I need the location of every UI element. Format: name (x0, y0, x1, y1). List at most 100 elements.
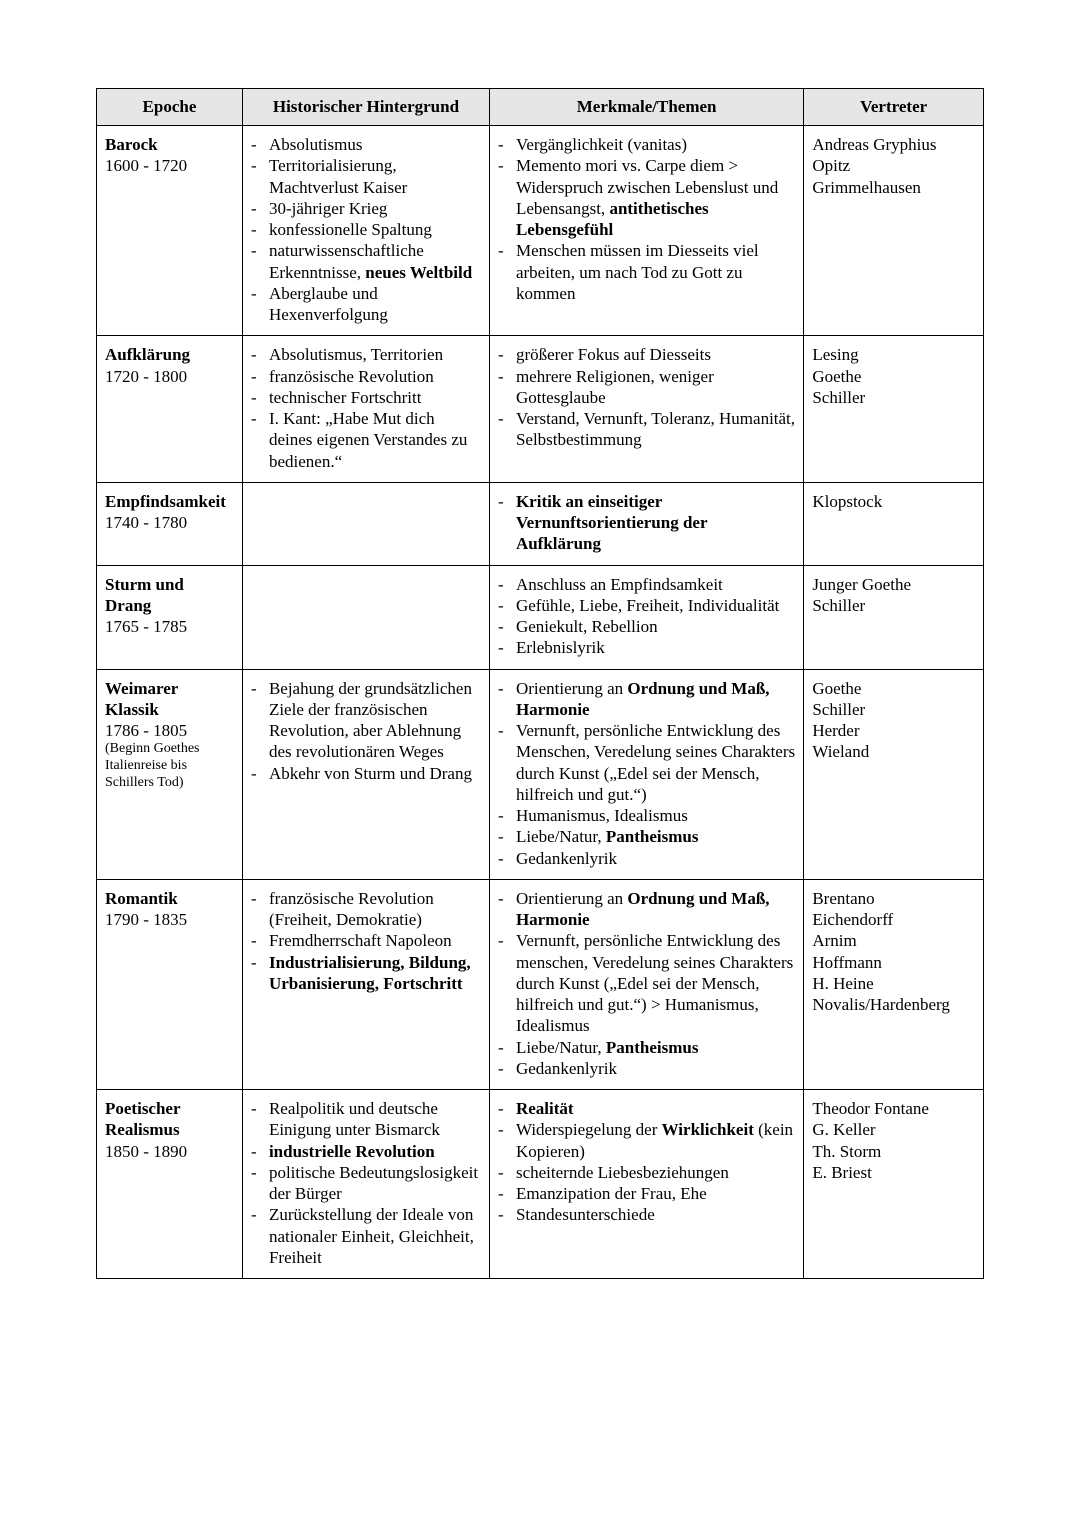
cell-merk: RealitätWiderspiegelung der Wirklichkeit… (489, 1090, 803, 1279)
cell-merk: Orientierung an Ordnung und Maß, Harmoni… (489, 879, 803, 1089)
table-body: Barock1600 - 1720AbsolutismusTerritorial… (97, 126, 984, 1279)
vertreter-name: E. Briest (812, 1162, 975, 1183)
list-item: Industrialisierung, Bildung, Urbanisieru… (265, 952, 481, 995)
table-row-romantik: Romantik1790 - 1835 französische Revoluti… (97, 879, 984, 1089)
hist-list: Absolutismus, Territorienfranzösische Re… (251, 344, 481, 472)
cell-hist: AbsolutismusTerritorialisierung, Machtve… (242, 126, 489, 336)
epoch-dates: 1790 - 1835 (105, 909, 234, 930)
vertreter-name: Eichendorff (812, 909, 975, 930)
cell-epoche: Empfindsamkeit1740 - 1780 (97, 482, 243, 565)
vertreter-name: Schiller (812, 699, 975, 720)
table-header: Epoche Historischer Hintergrund Merkmale… (97, 89, 984, 126)
cell-merk: größerer Fokus auf Diesseitsmehrere Reli… (489, 336, 803, 483)
list-item: Fremdherrschaft Napoleon (265, 930, 481, 951)
cell-epoche: Romantik1790 - 1835 (97, 879, 243, 1089)
cell-vert: Junger GoetheSchiller (804, 565, 984, 669)
epoch-dates: 1720 - 1800 (105, 366, 234, 387)
vertreter-name: Wieland (812, 741, 975, 762)
list-item: Realpolitik und deutsche Einigung unter … (265, 1098, 481, 1141)
hist-list: Bejahung der grundsätzlichen Ziele der f… (251, 678, 481, 784)
list-item: Zurückstellung der Ideale von nationaler… (265, 1204, 481, 1268)
cell-hist: französische Revolution (Freiheit, Demok… (242, 879, 489, 1089)
vertreter-name: Arnim (812, 930, 975, 951)
merk-list: Kritik an einseitiger Vernunftsorientier… (498, 491, 795, 555)
list-item: Absolutismus, Territorien (265, 344, 481, 365)
vertreter-name: Schiller (812, 387, 975, 408)
vertreter-name: H. Heine (812, 973, 975, 994)
vertreter-name: Goethe (812, 678, 975, 699)
merk-list: RealitätWiderspiegelung der Wirklichkeit… (498, 1098, 795, 1226)
vertreter-name: Klopstock (812, 491, 975, 512)
list-item: Vernunft, persönliche Entwicklung des me… (512, 930, 795, 1036)
list-item: Absolutismus (265, 134, 481, 155)
cell-vert: Andreas GryphiusOpitzGrimmelhausen (804, 126, 984, 336)
list-item: Gedankenlyrik (512, 1058, 795, 1079)
list-item: Kritik an einseitiger Vernunftsorientier… (512, 491, 795, 555)
vertreter-name: Novalis/Hardenberg (812, 994, 975, 1015)
epochs-table: Epoche Historischer Hintergrund Merkmale… (96, 88, 984, 1279)
list-item: Orientierung an Ordnung und Maß, Harmoni… (512, 888, 795, 931)
table-row-realismus: Poetischer Realismus1850 - 1890Realpolit… (97, 1090, 984, 1279)
epoch-dates: 1786 - 1805 (105, 720, 234, 741)
hist-list: französische Revolution (Freiheit, Demok… (251, 888, 481, 994)
cell-hist: Realpolitik und deutsche Einigung unter … (242, 1090, 489, 1279)
epoch-title: Barock (105, 134, 234, 155)
list-item: 30-jähriger Krieg (265, 198, 481, 219)
vertreter-name: Theodor Fontane (812, 1098, 975, 1119)
list-item: I. Kant: „Habe Mut dich deines eigenen V… (265, 408, 481, 472)
list-item: Aberglaube und Hexenverfolgung (265, 283, 481, 326)
cell-hist (242, 482, 489, 565)
list-item: Bejahung der grundsätzlichen Ziele der f… (265, 678, 481, 763)
list-item: Realität (512, 1098, 795, 1119)
epoch-dates: 1600 - 1720 (105, 155, 234, 176)
cell-vert: GoetheSchillerHerderWieland (804, 669, 984, 879)
merk-list: Vergänglichkeit (vanitas)Memento mori vs… (498, 134, 795, 304)
cell-merk: Orientierung an Ordnung und Maß, Harmoni… (489, 669, 803, 879)
list-item: französische Revolution (Freiheit, Demok… (265, 888, 481, 931)
vertreter-name: Brentano (812, 888, 975, 909)
vertreter-name: Andreas Gryphius (812, 134, 975, 155)
list-item: mehrere Religionen, weniger Gottesglaube (512, 366, 795, 409)
list-item: Anschluss an Empfindsamkeit (512, 574, 795, 595)
list-item: politische Bedeutungslosigkeit der Bürge… (265, 1162, 481, 1205)
epoch-note: (Beginn Goethes Italienreise bis Schille… (105, 741, 234, 791)
col-header-vert: Vertreter (804, 89, 984, 126)
cell-merk: Anschluss an EmpfindsamkeitGefühle, Lieb… (489, 565, 803, 669)
list-item: Geniekult, Rebellion (512, 616, 795, 637)
hist-list: AbsolutismusTerritorialisierung, Machtve… (251, 134, 481, 325)
vertreter-name: Herder (812, 720, 975, 741)
vertreter-name: G. Keller (812, 1119, 975, 1140)
hist-list: Realpolitik und deutsche Einigung unter … (251, 1098, 481, 1268)
list-item: Gedankenlyrik (512, 848, 795, 869)
cell-epoche: Barock1600 - 1720 (97, 126, 243, 336)
vertreter-name: Lesing (812, 344, 975, 365)
cell-epoche: Weimarer Klassik1786 - 1805(Beginn Goeth… (97, 669, 243, 879)
col-header-merk: Merkmale/Themen (489, 89, 803, 126)
vertreter-name: Goethe (812, 366, 975, 387)
cell-merk: Kritik an einseitiger Vernunftsorientier… (489, 482, 803, 565)
list-item: Memento mori vs. Carpe diem > Widerspruc… (512, 155, 795, 240)
list-item: französische Revolution (265, 366, 481, 387)
list-item: Standesunterschiede (512, 1204, 795, 1225)
epoch-dates: 1740 - 1780 (105, 512, 234, 533)
list-item: Liebe/Natur, Pantheismus (512, 1037, 795, 1058)
cell-vert: Theodor FontaneG. KellerTh. StormE. Brie… (804, 1090, 984, 1279)
epoch-title: Sturm und Drang (105, 574, 234, 617)
list-item: Vernunft, persönliche Entwicklung des Me… (512, 720, 795, 805)
merk-list: größerer Fokus auf Diesseitsmehrere Reli… (498, 344, 795, 450)
list-item: Vergänglichkeit (vanitas) (512, 134, 795, 155)
list-item: Orientierung an Ordnung und Maß, Harmoni… (512, 678, 795, 721)
list-item: Abkehr von Sturm und Drang (265, 763, 481, 784)
epoch-title: Empfindsamkeit (105, 491, 234, 512)
cell-vert: LesingGoetheSchiller (804, 336, 984, 483)
cell-epoche: Aufklärung1720 - 1800 (97, 336, 243, 483)
epoch-title: Aufklärung (105, 344, 234, 365)
table-row-empfindsamkeit: Empfindsamkeit1740 - 1780 Kritik an einse… (97, 482, 984, 565)
cell-hist (242, 565, 489, 669)
merk-list: Orientierung an Ordnung und Maß, Harmoni… (498, 888, 795, 1079)
list-item: Widerspiegelung der Wirklichkeit (kein K… (512, 1119, 795, 1162)
cell-hist: Bejahung der grundsätzlichen Ziele der f… (242, 669, 489, 879)
table-header-row: Epoche Historischer Hintergrund Merkmale… (97, 89, 984, 126)
col-header-epoche: Epoche (97, 89, 243, 126)
vertreter-name: Grimmelhausen (812, 177, 975, 198)
